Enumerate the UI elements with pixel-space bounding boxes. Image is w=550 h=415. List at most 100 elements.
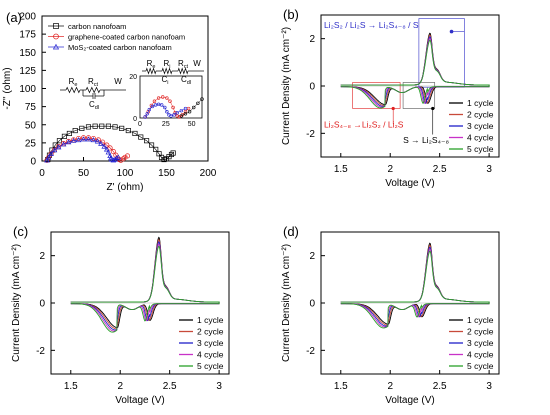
cv-curve-cycle-2 <box>340 34 490 106</box>
cv-curve-cycle-5 <box>70 245 220 333</box>
panel-d: 1.5 2 2.5 3 -2 0 2 Voltage (V) Current Density (… <box>281 224 500 406</box>
inset-data-point <box>183 106 188 111</box>
inset-y-tick-label: 20 <box>129 74 137 81</box>
inset-data-point <box>192 105 196 110</box>
callout-dot <box>431 106 435 111</box>
y-tick-label: 75 <box>25 102 37 113</box>
panel-label: (d) <box>283 224 299 239</box>
cv-curve-cycle-3 <box>340 36 490 107</box>
y-tick-label: 25 <box>25 138 37 149</box>
callout-dot <box>449 29 454 34</box>
inset-data-point <box>156 96 161 100</box>
y-tick-label: 0 <box>30 157 36 168</box>
x-tick-label: 3 <box>486 164 492 175</box>
data-point-square <box>105 123 111 129</box>
inset-data-point <box>149 103 154 108</box>
circuit-label: Re <box>147 59 156 70</box>
data-point-square <box>99 123 105 129</box>
y-tick-label: 200 <box>19 12 36 23</box>
data-point-triangle <box>85 136 92 142</box>
legend-label: carbon nanofoam <box>68 22 126 31</box>
y-tick-label: 2 <box>39 251 45 262</box>
inset-data-point <box>196 101 200 106</box>
data-point-square <box>125 128 131 134</box>
inset-x-tick-label: 25 <box>162 121 170 128</box>
x-tick-label: 2.5 <box>433 381 447 392</box>
y-axis-label: -Z'' (ohm) <box>2 67 13 109</box>
data-point-square <box>132 130 138 137</box>
inset-data-point <box>200 97 204 101</box>
y-tick-label: 175 <box>19 30 36 41</box>
inset-frame <box>139 75 203 119</box>
circuit-label: Re <box>69 77 78 88</box>
x-axis-label: Voltage (V) <box>385 178 434 189</box>
x-tick-label: 2.5 <box>163 381 177 392</box>
data-point-circle <box>90 135 97 142</box>
data-point-square <box>72 128 78 134</box>
inset-series-line <box>144 96 189 118</box>
inset-data-point <box>145 112 149 116</box>
inset-data-point <box>147 107 152 112</box>
y-axis-label: Current Density (mA cm⁻²) <box>281 27 292 145</box>
circuit-resistor <box>177 67 189 75</box>
data-point-triangle <box>90 137 97 143</box>
data-point-triangle <box>44 157 50 163</box>
data-point-triangle <box>75 137 82 143</box>
y-tick-label: -2 <box>306 129 315 140</box>
x-tick-label: 1.5 <box>64 381 78 392</box>
inset-data-point <box>169 114 173 118</box>
legend-label: graphene-coated carbon nanofoam <box>68 33 185 42</box>
circuit-resistor <box>145 67 157 75</box>
data-point-triangle <box>48 150 54 156</box>
data-point-square <box>149 142 155 148</box>
x-tick-label: 3 <box>216 381 222 392</box>
data-point-square <box>52 142 58 148</box>
panel-label: (a) <box>6 10 22 25</box>
data-point-triangle <box>101 143 108 149</box>
cv-curve-cycle-5 <box>340 250 490 329</box>
inset-series-line <box>181 98 203 117</box>
inset-data-point <box>183 112 188 116</box>
data-point-circle <box>75 135 82 142</box>
y-axis-label: Current Density (mA cm⁻²) <box>11 244 22 362</box>
legend-label: 4 cycle <box>467 133 494 143</box>
data-point-circle <box>120 156 126 162</box>
panel-c: 1.5 2 2.5 3 -2 0 2 Voltage (V) Current Density (… <box>11 224 230 406</box>
y-tick-label: 125 <box>19 66 36 77</box>
data-point-square <box>153 146 159 152</box>
legend-label: 1 cycle <box>467 315 494 325</box>
data-point-triangle <box>65 139 72 145</box>
data-point-square <box>56 138 62 144</box>
legend-label: 4 cycle <box>467 350 494 360</box>
panel-label: (c) <box>13 224 28 239</box>
legend-label: MoS₂-coated carbon nanofoam <box>68 43 172 52</box>
inset-data-point <box>150 104 155 109</box>
legend-label: 5 cycle <box>467 144 494 154</box>
data-point-triangle <box>70 137 77 143</box>
inset-data-point <box>161 95 165 99</box>
inset-data-point <box>171 105 175 110</box>
data-point-circle <box>85 135 92 141</box>
x-tick-label: 50 <box>78 168 90 179</box>
annotation-reduction-high: S → Li₂S₄₋₈ <box>403 135 449 145</box>
x-tick-label: 0 <box>39 168 45 179</box>
circuit-label: Cdl <box>181 75 191 86</box>
y-tick-label: 100 <box>19 84 36 95</box>
callout-box-reduction-high <box>402 82 436 109</box>
inset-x-tick-label: 0 <box>138 121 142 128</box>
data-point-circle <box>80 135 87 141</box>
data-point-triangle <box>52 43 60 50</box>
inset-data-point <box>183 109 188 114</box>
inset-data-point <box>179 114 184 118</box>
legend-label: 3 cycle <box>467 338 494 348</box>
cv-curve-cycle-4 <box>340 37 490 108</box>
x-tick-label: 200 <box>200 168 217 179</box>
data-point-triangle <box>80 136 87 142</box>
data-point-square <box>144 138 150 144</box>
x-axis-label: Voltage (V) <box>385 395 434 406</box>
data-point-square <box>119 125 125 131</box>
y-tick-label: -2 <box>36 346 45 357</box>
circuit-label: W <box>193 59 201 68</box>
data-point-circle <box>110 149 116 155</box>
data-point-square <box>61 133 67 139</box>
